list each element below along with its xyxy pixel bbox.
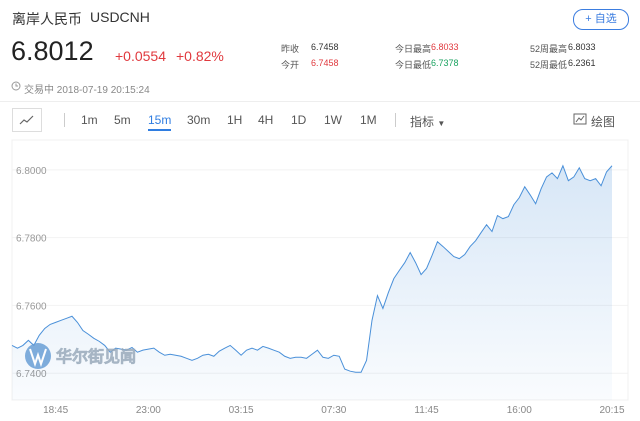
indicators-label: 指标 (410, 115, 435, 129)
x-tick-label: 18:45 (43, 405, 68, 416)
x-tick-label: 11:45 (414, 405, 439, 416)
line-icon (19, 115, 34, 125)
area-fill (12, 165, 612, 400)
watermark-logo-mark (29, 348, 47, 368)
interval-button[interactable]: 1M (360, 113, 377, 127)
interval-button[interactable]: 15m (148, 113, 172, 131)
price-line (11, 164, 613, 373)
separator (64, 113, 65, 127)
y-tick-label: 6.8000 (16, 166, 47, 177)
interval-button[interactable]: 4H (258, 113, 274, 127)
dropdown-arrow: ▼ (437, 119, 446, 128)
stat-value: 6.8033 (431, 42, 459, 52)
x-tick-label: 23:00 (136, 405, 161, 416)
add-watchlist-button[interactable]: + 自选 (573, 9, 629, 30)
interval-button[interactable]: 1H (227, 113, 243, 127)
trade-status: 交易中 2018-07-19 20:15:24 (24, 85, 150, 96)
y-tick-label: 6.7800 (16, 234, 47, 245)
watermark-text: 华尔街见闻 (56, 347, 136, 366)
stat-label: 52周最高 (530, 44, 568, 54)
x-tick-label: 20:15 (599, 405, 624, 416)
stat-value: 6.2361 (568, 58, 596, 68)
price: 6.8012 (11, 36, 94, 66)
stat-label: 昨收 (281, 44, 300, 54)
symbol: USDCNH (90, 9, 150, 25)
clock-icon (11, 81, 21, 91)
separator (395, 113, 396, 127)
change: +0.0554 (115, 48, 166, 64)
x-tick-label: 07:30 (321, 405, 346, 416)
x-tick-label: 03:15 (229, 405, 254, 416)
interval-button[interactable]: 1D (291, 113, 307, 127)
watermark: 华尔街见闻 (25, 343, 136, 369)
instrument-name: 离岸人民币 (12, 11, 82, 27)
stat-label: 今日最高 (395, 44, 432, 54)
change-percent: +0.82% (176, 48, 224, 64)
draw-button[interactable]: 绘图 (591, 115, 616, 129)
stat-label: 今日最低 (395, 60, 432, 70)
stat-value: 6.8033 (568, 42, 596, 52)
stat-value: 6.7378 (431, 58, 459, 68)
stat-label: 52周最低 (530, 60, 568, 70)
x-tick-label: 16:00 (507, 405, 532, 416)
draw-icon (573, 113, 587, 125)
interval-button[interactable]: 5m (114, 113, 131, 127)
interval-button[interactable]: 1W (324, 113, 342, 127)
divider (0, 101, 640, 102)
stat-value: 6.7458 (311, 58, 339, 68)
interval-button[interactable]: 1m (81, 113, 98, 127)
stat-label: 今开 (281, 60, 300, 70)
y-tick-label: 6.7600 (16, 301, 47, 312)
indicators-button[interactable]: 指标 ▼ (410, 113, 445, 130)
stat-value: 6.7458 (311, 42, 339, 52)
interval-button[interactable]: 30m (187, 113, 211, 127)
chart-type-button[interactable] (12, 108, 42, 132)
